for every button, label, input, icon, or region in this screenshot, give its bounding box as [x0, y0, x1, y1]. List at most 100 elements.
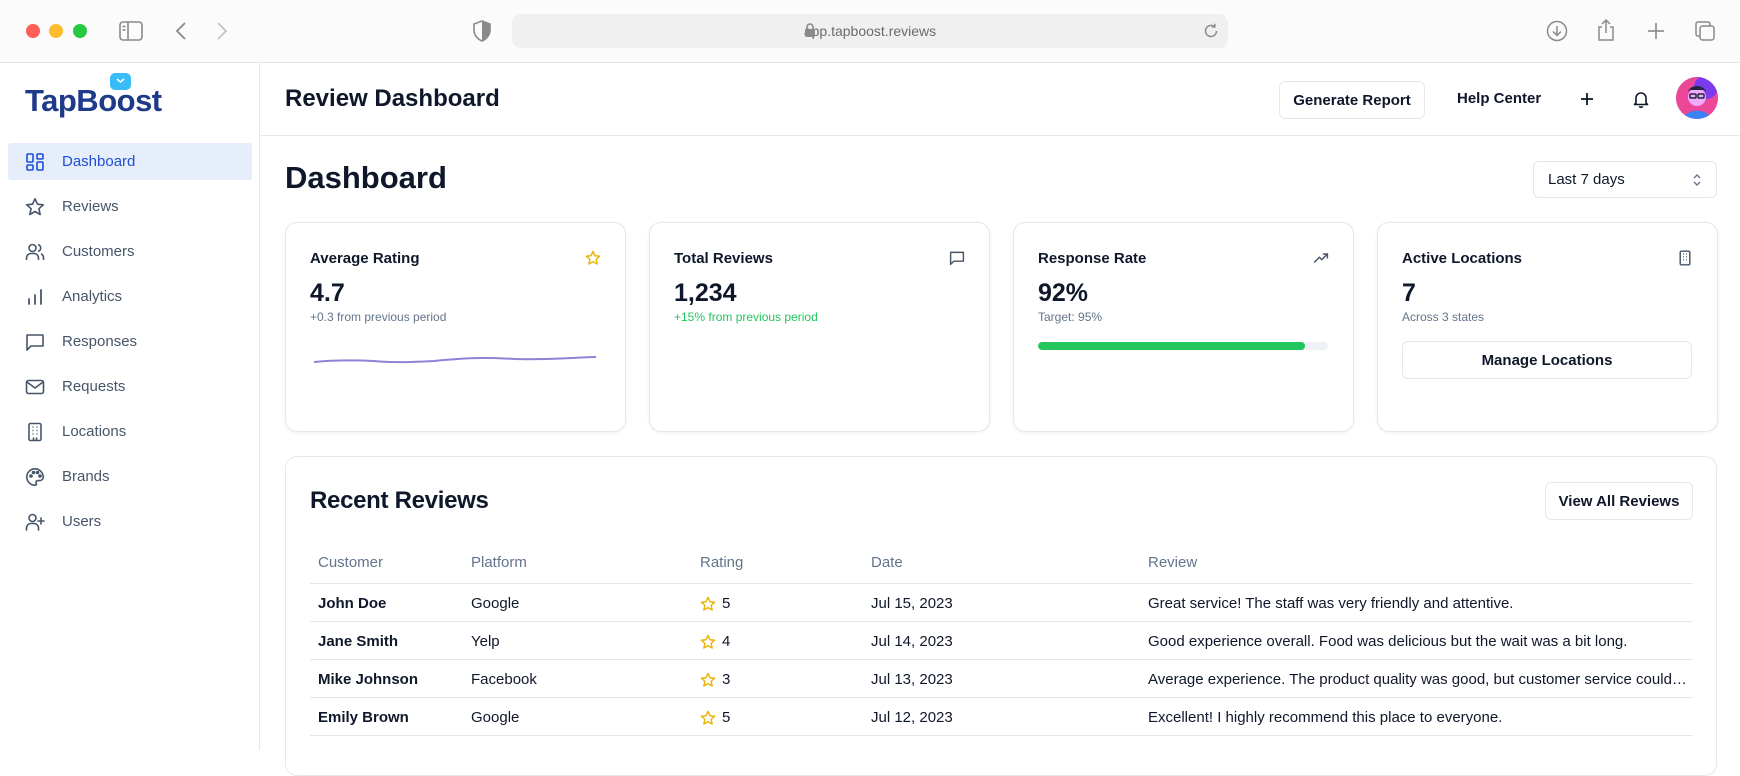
column-header-review[interactable]: Review — [1148, 554, 1198, 571]
header-title: Review Dashboard — [285, 85, 500, 112]
review-cell: Excellent! I highly recommend this place… — [1148, 709, 1503, 726]
sidebar-item-label: Responses — [62, 333, 138, 350]
url-text: app.tapboost.reviews — [803, 23, 937, 39]
tab-overview-icon[interactable] — [1694, 20, 1716, 42]
card-title: Average Rating — [310, 250, 420, 267]
lock-icon — [804, 23, 816, 38]
sidebar-item-label: Customers — [62, 243, 135, 260]
date-range-select[interactable]: Last 7 days — [1533, 161, 1717, 198]
browser-toolbar: app.tapboost.reviews — [0, 0, 1740, 63]
customer-cell: Jane Smith — [318, 633, 399, 650]
card-title: Response Rate — [1038, 250, 1147, 267]
card-subtext: Across 3 states — [1402, 310, 1485, 324]
date-cell: Jul 14, 2023 — [871, 633, 953, 650]
date-range-value: Last 7 days — [1548, 171, 1625, 188]
active-locations-card: Active Locations 7 Across 3 states Manag… — [1377, 222, 1718, 432]
review-cell: Good experience overall. Food was delici… — [1148, 633, 1628, 650]
sidebar-item-requests[interactable]: Requests — [8, 368, 252, 405]
help-center-link[interactable]: Help Center — [1457, 90, 1542, 107]
sidebar-item-label: Reviews — [62, 198, 119, 215]
user-plus-icon — [25, 512, 45, 532]
column-header-customer[interactable]: Customer — [318, 554, 384, 571]
brand-logo[interactable]: TapBoost — [25, 83, 162, 119]
logo-chat-badge — [110, 73, 131, 90]
view-all-reviews-button[interactable]: View All Reviews — [1545, 482, 1693, 520]
reload-icon[interactable] — [1202, 22, 1220, 40]
message-icon — [25, 332, 45, 352]
platform-cell: Yelp — [471, 633, 500, 650]
star-icon — [700, 710, 716, 725]
brand-name: TapBoost — [25, 83, 162, 118]
manage-locations-button[interactable]: Manage Locations — [1402, 341, 1692, 379]
downloads-icon[interactable] — [1546, 20, 1568, 42]
card-value: 4.7 — [310, 279, 345, 307]
sidebar-item-users[interactable]: Users — [8, 503, 252, 540]
address-bar[interactable]: app.tapboost.reviews — [512, 14, 1228, 48]
table-row[interactable]: Jane Smith Yelp 4 Jul 14, 2023 Good expe… — [310, 622, 1693, 660]
share-icon[interactable] — [1596, 18, 1616, 42]
page-title: Dashboard — [285, 160, 447, 195]
sidebar-item-dashboard[interactable]: Dashboard — [8, 143, 252, 180]
minimize-window-button[interactable] — [49, 24, 63, 38]
building-icon — [1677, 250, 1693, 266]
platform-cell: Google — [471, 709, 520, 726]
close-window-button[interactable] — [26, 24, 40, 38]
rating-sparkline — [314, 356, 596, 364]
sidebar-item-label: Dashboard — [62, 153, 136, 170]
section-title: Recent Reviews — [310, 487, 489, 514]
sidebar-item-label: Users — [62, 513, 102, 530]
table-row[interactable]: John Doe Google 5 Jul 15, 2023 Great ser… — [310, 584, 1693, 622]
rating-cell: 4 — [700, 633, 730, 650]
sidebar-nav: Dashboard Reviews Customers Analytics Re… — [8, 143, 252, 548]
sidebar-item-label: Brands — [62, 468, 110, 485]
table-row[interactable]: Mike Johnson Facebook 3 Jul 13, 2023 Ave… — [310, 660, 1693, 698]
platform-cell: Facebook — [471, 671, 537, 688]
date-cell: Jul 15, 2023 — [871, 595, 953, 612]
column-header-date[interactable]: Date — [871, 554, 903, 571]
sidebar-item-locations[interactable]: Locations — [8, 413, 252, 450]
date-cell: Jul 12, 2023 — [871, 709, 953, 726]
privacy-shield-icon[interactable] — [472, 20, 492, 42]
sidebar-item-analytics[interactable]: Analytics — [8, 278, 252, 315]
column-header-platform[interactable]: Platform — [471, 554, 527, 571]
building-icon — [25, 422, 45, 442]
card-subtext: +15% from previous period — [674, 310, 818, 324]
card-value: 92% — [1038, 279, 1089, 307]
platform-cell: Google — [471, 595, 520, 612]
dashboard-icon — [25, 152, 45, 172]
recent-reviews-card: Recent Reviews View All Reviews Customer… — [285, 456, 1717, 776]
plus-icon[interactable] — [1579, 91, 1595, 107]
column-header-rating[interactable]: Rating — [700, 554, 744, 571]
generate-report-button[interactable]: Generate Report — [1279, 81, 1425, 119]
review-cell: Great service! The staff was very friend… — [1148, 595, 1514, 612]
customer-cell: John Doe — [318, 595, 387, 612]
sidebar-toggle-icon[interactable] — [119, 21, 143, 41]
sidebar-item-responses[interactable]: Responses — [8, 323, 252, 360]
rating-cell: 3 — [700, 671, 730, 688]
card-subtext: Target: 95% — [1038, 310, 1103, 324]
response-rate-card: Response Rate 92% Target: 95% — [1013, 222, 1354, 432]
sidebar-item-label: Locations — [62, 423, 127, 440]
sidebar-item-brands[interactable]: Brands — [8, 458, 252, 495]
back-icon[interactable] — [175, 21, 187, 41]
zoom-window-button[interactable] — [73, 24, 87, 38]
star-icon — [25, 197, 45, 217]
star-icon — [700, 596, 716, 611]
sidebar-item-label: Requests — [62, 378, 126, 395]
sidebar-item-reviews[interactable]: Reviews — [8, 188, 252, 225]
message-icon — [949, 250, 965, 266]
rating-value: 4 — [722, 633, 731, 650]
bar-chart-icon — [25, 287, 45, 307]
palette-icon — [25, 467, 45, 487]
table-row[interactable]: Emily Brown Google 5 Jul 12, 2023 Excell… — [310, 698, 1693, 736]
sidebar-item-customers[interactable]: Customers — [8, 233, 252, 270]
bell-icon[interactable] — [1633, 90, 1649, 108]
chevron-up-down-icon — [1692, 173, 1702, 187]
new-tab-icon[interactable] — [1646, 21, 1666, 41]
card-subtext: +0.3 from previous period — [310, 310, 447, 324]
avatar[interactable] — [1676, 77, 1718, 119]
forward-icon[interactable] — [216, 21, 228, 41]
reviews-table: Customer Platform Rating Date Review Joh… — [310, 542, 1693, 736]
trending-up-icon — [1313, 250, 1329, 266]
response-progress-fill — [1038, 342, 1305, 350]
